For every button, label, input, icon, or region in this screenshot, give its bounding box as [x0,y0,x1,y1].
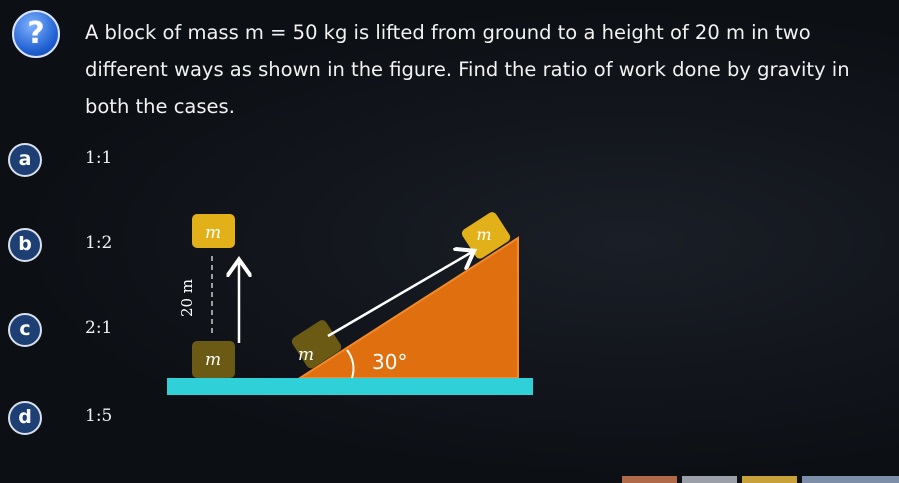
incline [296,236,519,379]
block-bottom-label: m [205,350,221,370]
angle-label: 30° [372,350,407,374]
option-c[interactable]: c 2:1 [8,313,112,347]
option-a-text: 1:1 [85,148,113,168]
option-d-badge: d [8,401,42,435]
block-bottom [192,341,235,378]
decorative-bar [742,476,797,483]
decorative-bar [622,476,677,483]
option-c-text: 2:1 [85,318,113,338]
option-c-badge: c [8,313,42,347]
option-a[interactable]: a 1:1 [8,143,112,177]
incline-arrow-icon [327,252,472,338]
decorative-bar [682,476,737,483]
ground [167,378,533,395]
option-d[interactable]: d 1:5 [8,401,112,435]
option-d-text: 1:5 [85,406,113,426]
angle-arc [346,349,355,379]
block-top [192,214,235,248]
option-b-text: 1:2 [85,233,113,253]
height-label: 20 m [178,279,196,317]
decorative-bar [802,476,899,483]
option-b[interactable]: b 1:2 [8,228,112,262]
option-a-badge: a [8,143,42,177]
block-incline-top-label: m [476,225,491,244]
question-mark-icon: ? [12,10,60,58]
block-incline-bottom [291,320,342,369]
block-top-label: m [205,223,221,243]
option-b-badge: b [8,228,42,262]
question-text: A block of mass m = 50 kg is lifted from… [85,21,850,118]
block-incline-bottom-label: m [298,345,314,365]
